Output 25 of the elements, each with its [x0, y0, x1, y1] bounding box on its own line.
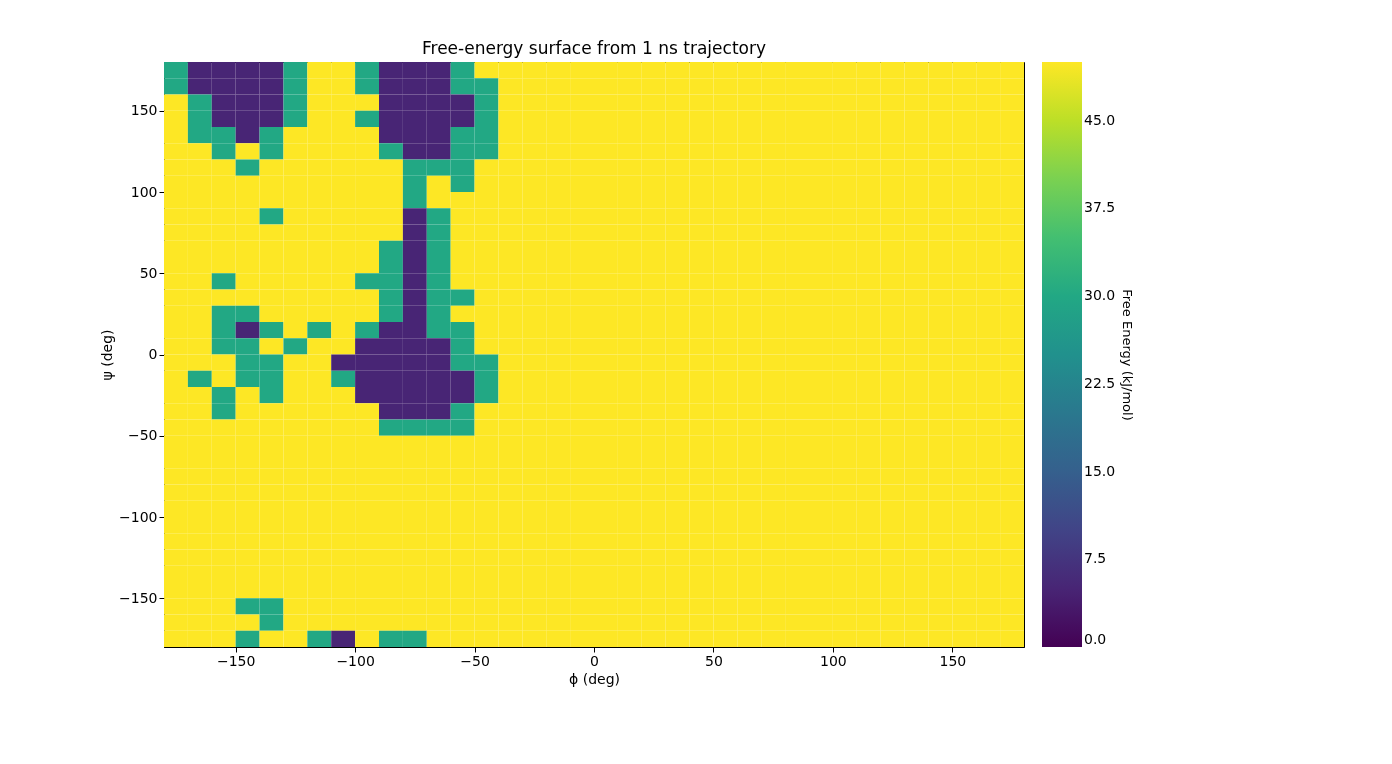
y-tick-label: 50	[139, 264, 158, 281]
x-tick-label: −100	[336, 652, 375, 669]
y-tick-label: 150	[130, 102, 158, 119]
x-tick-label: 0	[590, 652, 599, 669]
color-bar-label: 0.0	[1084, 631, 1107, 647]
color-bar-label: 45.0	[1084, 111, 1116, 128]
color-bar-label: 7.5	[1084, 550, 1107, 567]
x-axis-title: ϕ (deg)	[569, 670, 620, 687]
color-bar-label: 37.5	[1084, 199, 1116, 216]
color-bar-label: 22.5	[1084, 374, 1116, 391]
y-tick-label: −50	[127, 427, 158, 444]
color-bar-title: Free Energy (kJ/mol)	[1120, 289, 1135, 421]
color-bar-label: 30.0	[1084, 287, 1116, 303]
x-tick-label: 100	[820, 652, 847, 669]
x-tick-label: −150	[216, 652, 256, 669]
color-bar-label: 15.0	[1084, 462, 1116, 479]
y-tick-label: 100	[130, 183, 158, 200]
y-axis-title: ψ (deg)	[99, 329, 116, 381]
y-tick-label: −100	[119, 508, 158, 525]
x-tick-label: 150	[939, 652, 967, 669]
chart-title: Free-energy surface from 1 ns trajectory	[421, 38, 767, 58]
y-tick-label: 0	[148, 346, 158, 362]
x-tick-label: −50	[460, 652, 490, 669]
y-tick-label: −150	[119, 589, 158, 606]
x-tick-label: 50	[705, 652, 723, 669]
